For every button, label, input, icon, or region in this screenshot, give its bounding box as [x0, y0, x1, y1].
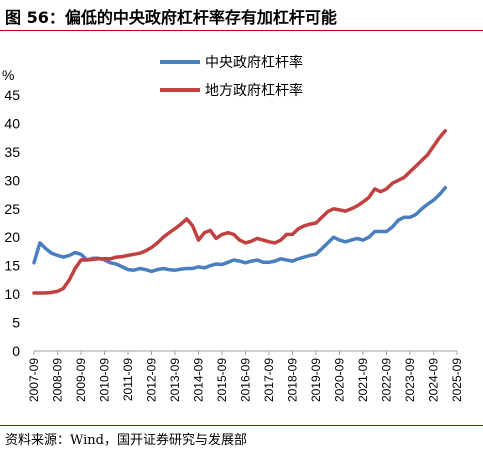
x-tick-label: 2014-09: [192, 358, 206, 402]
x-tick-label: 2013-09: [168, 358, 182, 402]
y-tick-label: 40: [4, 115, 20, 131]
x-tick-label: 2008-09: [51, 358, 65, 402]
y-tick-label: 0: [12, 343, 20, 359]
y-tick-label: 15: [4, 258, 20, 274]
line-chart: 中央政府杠杆率 地方政府杠杆率 % 0 5 10 15 20 25 30 35 40 45 200…: [2, 54, 464, 402]
x-tick-label: 2017-09: [262, 358, 276, 402]
chart-title: 图 56：偏低的中央政府杠杆率存有加杠杆可能: [5, 8, 337, 27]
y-axis-ticks: 0 5 10 15 20 25 30 35 40 45: [4, 87, 20, 359]
title-divider: [0, 30, 483, 31]
x-tick-label: 2020-09: [333, 358, 347, 402]
x-tick-label: 2010-09: [98, 358, 112, 402]
x-axis: 2007-09 2008-09 2009-09 2010-09 2011-09 2012-…: [27, 350, 464, 402]
x-tick-label: 2012-09: [145, 358, 159, 402]
source-note: 资料来源：Wind，国开证券研究与发展部: [5, 433, 247, 448]
x-tick-label: 2018-09: [286, 358, 300, 402]
series-line-local: [32, 129, 448, 295]
y-tick-label: 20: [4, 229, 20, 245]
y-tick-label: 35: [4, 144, 20, 160]
x-tick-label: 2022-09: [380, 358, 394, 402]
x-tick-label: 2021-09: [356, 358, 370, 402]
x-tick-label: 2023-09: [403, 358, 417, 402]
x-tick-label: 2019-09: [309, 358, 323, 402]
x-tick-label: 2024-09: [427, 358, 441, 402]
y-tick-label: 45: [4, 87, 20, 103]
x-tick-label: 2016-09: [239, 358, 253, 402]
legend: 中央政府杠杆率 地方政府杠杆率: [160, 54, 303, 99]
y-tick-label: 5: [12, 315, 20, 331]
legend-label-local: 地方政府杠杆率: [205, 82, 303, 99]
legend-label-central: 中央政府杠杆率: [205, 54, 303, 71]
x-tick-label: 2007-09: [27, 358, 41, 402]
y-tick-label: 25: [4, 201, 20, 217]
x-tick-label: 2009-09: [74, 358, 88, 402]
x-tick-label: 2025-09: [450, 358, 464, 402]
x-tick-label: 2011-09: [121, 358, 135, 401]
y-axis-unit: %: [2, 67, 14, 83]
source-divider: [0, 425, 483, 426]
y-tick-label: 10: [4, 286, 20, 302]
series-lines: [32, 129, 448, 295]
x-tick-label: 2015-09: [215, 358, 229, 402]
y-tick-label: 30: [4, 172, 20, 188]
